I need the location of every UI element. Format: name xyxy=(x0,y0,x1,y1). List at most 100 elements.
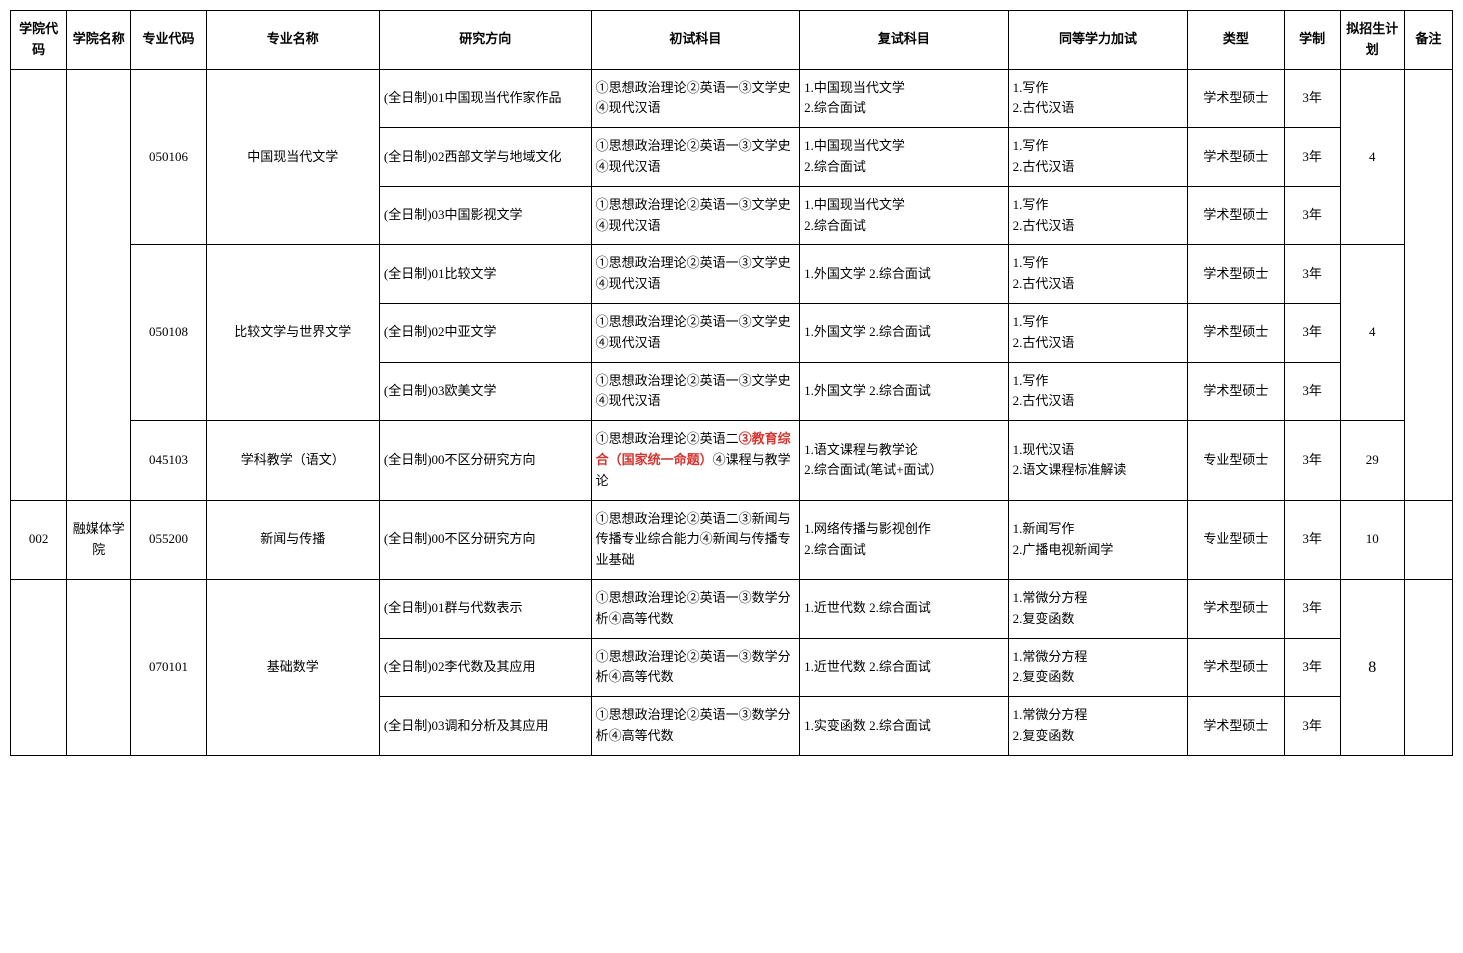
cell-dur: 3年 xyxy=(1284,69,1340,128)
cell-dir: (全日制)01比较文学 xyxy=(379,245,591,304)
table-row: 050106 中国现当代文学 (全日制)01中国现当代作家作品 ①思想政治理论②… xyxy=(11,69,1453,128)
cell-dir: (全日制)03中国影视文学 xyxy=(379,186,591,245)
cell-dur: 3年 xyxy=(1284,245,1340,304)
cell-reexam: 1.近世代数 2.综合面试 xyxy=(800,638,1009,697)
cell-prelim: ①思想政治理论②英语二③教育综合（国家统一命题）④课程与教学论 xyxy=(591,421,800,500)
th-college-name: 学院名称 xyxy=(67,11,131,70)
cell-plan: 4 xyxy=(1340,69,1404,245)
cell-dir: (全日制)01群与代数表示 xyxy=(379,579,591,638)
table-row: 050108 比较文学与世界文学 (全日制)01比较文学 ①思想政治理论②英语一… xyxy=(11,245,1453,304)
cell-type: 学术型硕士 xyxy=(1188,186,1284,245)
table-row: 002 融媒体学院 055200 新闻与传播 (全日制)00不区分研究方向 ①思… xyxy=(11,500,1453,579)
cell-prelim: ①思想政治理论②英语一③数学分析④高等代数 xyxy=(591,697,800,756)
cell-dir: (全日制)03欧美文学 xyxy=(379,362,591,421)
cell-dur: 3年 xyxy=(1284,362,1340,421)
cell-dur: 3年 xyxy=(1284,303,1340,362)
cell-college-code xyxy=(11,69,67,500)
cell-dir: (全日制)02中亚文学 xyxy=(379,303,591,362)
cell-college-name xyxy=(67,69,131,500)
cell-reexam: 1.中国现当代文学2.综合面试 xyxy=(800,186,1009,245)
cell-dir: (全日制)02李代数及其应用 xyxy=(379,638,591,697)
cell-plan: 29 xyxy=(1340,421,1404,500)
cell-reexam: 1.外国文学 2.综合面试 xyxy=(800,362,1009,421)
cell-major-name: 学科教学（语文） xyxy=(206,421,379,500)
cell-reexam: 1.语文课程与教学论2.综合面试(笔试+面试） xyxy=(800,421,1009,500)
cell-major-name: 基础数学 xyxy=(206,579,379,755)
cell-major-name: 比较文学与世界文学 xyxy=(206,245,379,421)
cell-dir: (全日制)01中国现当代作家作品 xyxy=(379,69,591,128)
cell-dir: (全日制)00不区分研究方向 xyxy=(379,500,591,579)
cell-equiv: 1.常微分方程2.复变函数 xyxy=(1008,579,1188,638)
cell-dur: 3年 xyxy=(1284,421,1340,500)
admissions-table: 学院代码 学院名称 专业代码 专业名称 研究方向 初试科目 复试科目 同等学力加… xyxy=(10,10,1453,756)
cell-reexam: 1.中国现当代文学2.综合面试 xyxy=(800,128,1009,187)
cell-dir: (全日制)02西部文学与地域文化 xyxy=(379,128,591,187)
cell-major-code: 070101 xyxy=(131,579,206,755)
th-remark: 备注 xyxy=(1404,11,1452,70)
cell-prelim: ①思想政治理论②英语一③文学史④现代汉语 xyxy=(591,186,800,245)
cell-equiv: 1.常微分方程2.复变函数 xyxy=(1008,638,1188,697)
cell-prelim: ①思想政治理论②英语一③文学史④现代汉语 xyxy=(591,128,800,187)
cell-equiv: 1.写作2.古代汉语 xyxy=(1008,245,1188,304)
cell-type: 学术型硕士 xyxy=(1188,638,1284,697)
cell-plan: 10 xyxy=(1340,500,1404,579)
cell-prelim: ①思想政治理论②英语一③文学史④现代汉语 xyxy=(591,69,800,128)
cell-equiv: 1.常微分方程2.复变函数 xyxy=(1008,697,1188,756)
cell-major-name: 新闻与传播 xyxy=(206,500,379,579)
th-college-code: 学院代码 xyxy=(11,11,67,70)
cell-remark xyxy=(1404,500,1452,579)
cell-college-name xyxy=(67,579,131,755)
cell-dur: 3年 xyxy=(1284,579,1340,638)
cell-prelim: ①思想政治理论②英语二③新闻与传播专业综合能力④新闻与传播专业基础 xyxy=(591,500,800,579)
cell-equiv: 1.写作2.古代汉语 xyxy=(1008,186,1188,245)
cell-prelim: ①思想政治理论②英语一③数学分析④高等代数 xyxy=(591,638,800,697)
cell-type: 学术型硕士 xyxy=(1188,245,1284,304)
th-type: 类型 xyxy=(1188,11,1284,70)
cell-prelim: ①思想政治理论②英语一③文学史④现代汉语 xyxy=(591,245,800,304)
cell-college-code xyxy=(11,579,67,755)
cell-type: 学术型硕士 xyxy=(1188,362,1284,421)
cell-type: 学术型硕士 xyxy=(1188,128,1284,187)
cell-prelim: ①思想政治理论②英语一③数学分析④高等代数 xyxy=(591,579,800,638)
cell-major-code: 050108 xyxy=(131,245,206,421)
cell-dir: (全日制)03调和分析及其应用 xyxy=(379,697,591,756)
cell-college-code: 002 xyxy=(11,500,67,579)
cell-reexam: 1.外国文学 2.综合面试 xyxy=(800,245,1009,304)
cell-equiv: 1.写作2.古代汉语 xyxy=(1008,69,1188,128)
th-equiv: 同等学力加试 xyxy=(1008,11,1188,70)
th-major-name: 专业名称 xyxy=(206,11,379,70)
header-row: 学院代码 学院名称 专业代码 专业名称 研究方向 初试科目 复试科目 同等学力加… xyxy=(11,11,1453,70)
cell-equiv: 1.写作2.古代汉语 xyxy=(1008,128,1188,187)
cell-reexam: 1.网络传播与影视创作2.综合面试 xyxy=(800,500,1009,579)
th-research-dir: 研究方向 xyxy=(379,11,591,70)
th-prelim: 初试科目 xyxy=(591,11,800,70)
cell-equiv: 1.现代汉语2.语文课程标准解读 xyxy=(1008,421,1188,500)
prelim-p1: ①思想政治理论②英语二 xyxy=(596,431,739,446)
cell-dur: 3年 xyxy=(1284,697,1340,756)
cell-plan: 8 xyxy=(1340,579,1404,755)
cell-remark xyxy=(1404,69,1452,500)
cell-reexam: 1.近世代数 2.综合面试 xyxy=(800,579,1009,638)
cell-prelim: ①思想政治理论②英语一③文学史④现代汉语 xyxy=(591,303,800,362)
cell-type: 专业型硕士 xyxy=(1188,421,1284,500)
cell-dur: 3年 xyxy=(1284,500,1340,579)
cell-dur: 3年 xyxy=(1284,128,1340,187)
cell-dur: 3年 xyxy=(1284,638,1340,697)
cell-dir: (全日制)00不区分研究方向 xyxy=(379,421,591,500)
th-duration: 学制 xyxy=(1284,11,1340,70)
cell-dur: 3年 xyxy=(1284,186,1340,245)
cell-reexam: 1.实变函数 2.综合面试 xyxy=(800,697,1009,756)
cell-equiv: 1.新闻写作2.广播电视新闻学 xyxy=(1008,500,1188,579)
cell-plan: 4 xyxy=(1340,245,1404,421)
th-plan: 拟招生计划 xyxy=(1340,11,1404,70)
cell-reexam: 1.中国现当代文学2.综合面试 xyxy=(800,69,1009,128)
cell-equiv: 1.写作2.古代汉语 xyxy=(1008,303,1188,362)
cell-major-name: 中国现当代文学 xyxy=(206,69,379,245)
cell-type: 专业型硕士 xyxy=(1188,500,1284,579)
cell-reexam: 1.外国文学 2.综合面试 xyxy=(800,303,1009,362)
cell-prelim: ①思想政治理论②英语一③文学史④现代汉语 xyxy=(591,362,800,421)
cell-type: 学术型硕士 xyxy=(1188,303,1284,362)
cell-type: 学术型硕士 xyxy=(1188,697,1284,756)
cell-major-code: 050106 xyxy=(131,69,206,245)
cell-remark xyxy=(1404,579,1452,755)
